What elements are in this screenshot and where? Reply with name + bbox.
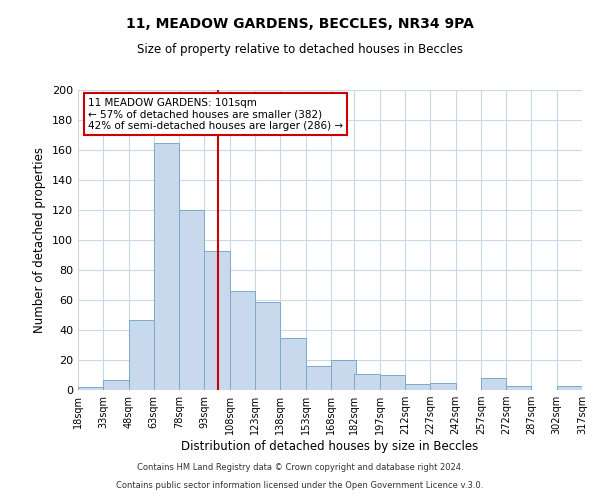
Bar (305, 366, 331, 390)
Bar (380, 375, 405, 390)
Bar (506, 386, 532, 390)
Bar (128, 320, 154, 390)
Bar (179, 210, 205, 390)
Bar (557, 386, 582, 390)
Bar (355, 374, 380, 390)
Bar (331, 360, 356, 390)
Text: 11, MEADOW GARDENS, BECCLES, NR34 9PA: 11, MEADOW GARDENS, BECCLES, NR34 9PA (126, 18, 474, 32)
Bar (481, 378, 506, 390)
Text: Contains public sector information licensed under the Open Government Licence v.: Contains public sector information licen… (116, 481, 484, 490)
Bar (280, 338, 305, 390)
Text: Size of property relative to detached houses in Beccles: Size of property relative to detached ho… (137, 42, 463, 56)
X-axis label: Distribution of detached houses by size in Beccles: Distribution of detached houses by size … (181, 440, 479, 453)
Text: 11 MEADOW GARDENS: 101sqm
← 57% of detached houses are smaller (382)
42% of semi: 11 MEADOW GARDENS: 101sqm ← 57% of detac… (88, 98, 343, 130)
Bar (205, 250, 230, 390)
Bar (405, 384, 430, 390)
Y-axis label: Number of detached properties: Number of detached properties (34, 147, 46, 333)
Bar (154, 142, 179, 390)
Bar (78, 387, 103, 390)
Bar (230, 291, 255, 390)
Bar (430, 382, 455, 390)
Bar (103, 380, 128, 390)
Bar (255, 302, 280, 390)
Text: Contains HM Land Registry data © Crown copyright and database right 2024.: Contains HM Land Registry data © Crown c… (137, 464, 463, 472)
